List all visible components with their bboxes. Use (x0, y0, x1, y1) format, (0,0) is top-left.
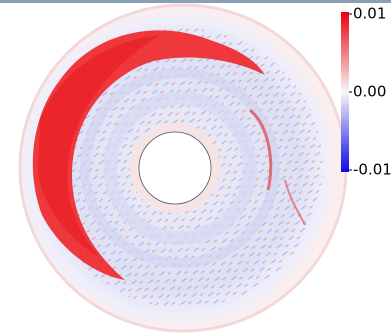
inner-hole (139, 132, 211, 204)
colorbar-tick-label: 0.01 (353, 5, 386, 23)
colorbar (341, 12, 349, 172)
colorbar-tick-label: -0.01 (353, 161, 391, 179)
visualization: 0.01 0.00 -0.01 (0, 0, 391, 334)
colorbar-tick-label: 0.00 (353, 83, 386, 101)
top-bar (0, 0, 391, 3)
annulus-plot (20, 5, 346, 331)
